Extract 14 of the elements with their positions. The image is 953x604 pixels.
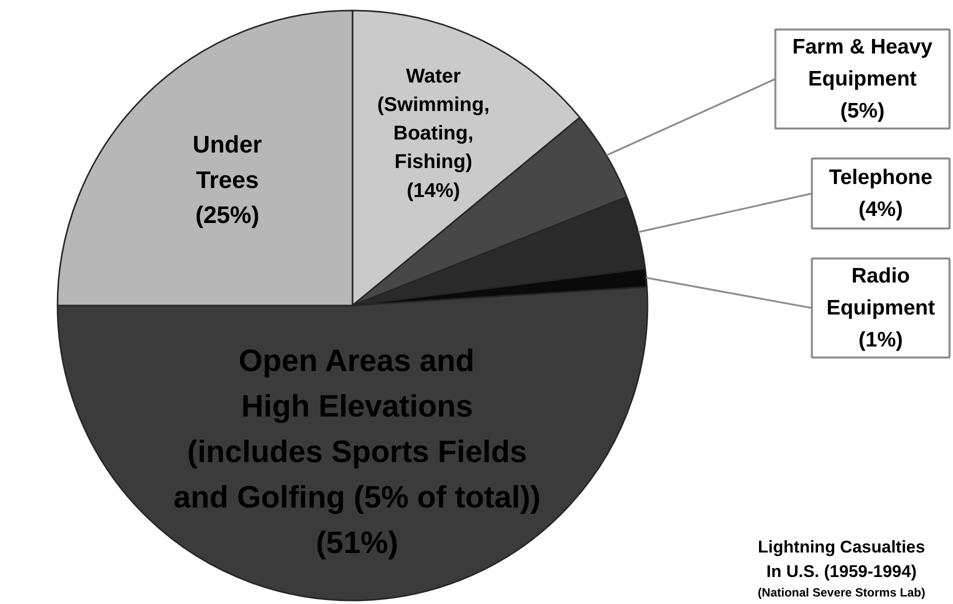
data-label: (25%) xyxy=(195,202,260,229)
slice-label: Radio Equipment xyxy=(826,264,935,320)
text: (National Severe Storms Lab) xyxy=(758,586,926,600)
data-label: (51%) xyxy=(316,525,398,560)
data-label: (4%) xyxy=(858,198,903,221)
text: Lightning Casualties In U.S. (1959-1994) xyxy=(758,538,926,582)
slice-label: Water (Swimming, Boating, Fishing) xyxy=(377,65,490,174)
data-label: (14%) xyxy=(406,180,460,202)
slice-label: Telephone xyxy=(828,166,932,190)
data-label: (5%) xyxy=(840,99,885,122)
data-label: (1%) xyxy=(858,328,903,352)
slice-label: Under Trees xyxy=(192,132,262,194)
slice-label: Open Areas and High Elevations (includes Sports Fields and Golfing (5% of total)) xyxy=(173,343,541,515)
slice-label: Farm & Heavy Equipment xyxy=(792,36,933,90)
